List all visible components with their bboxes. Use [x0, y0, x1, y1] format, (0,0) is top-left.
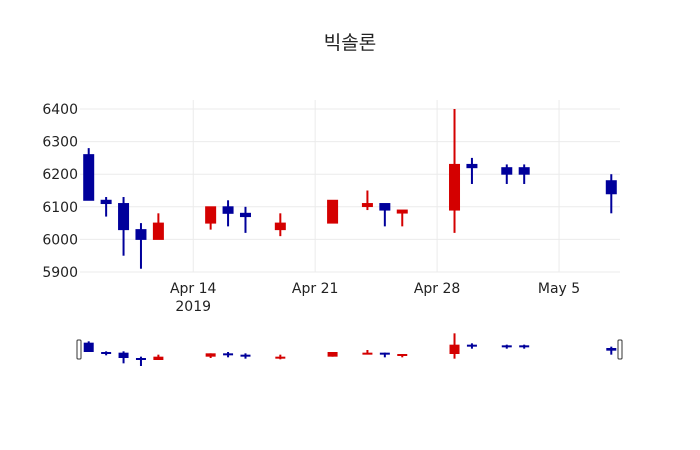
range-slider[interactable]	[76, 333, 623, 366]
candle[interactable]	[205, 206, 217, 230]
candle[interactable]	[449, 109, 461, 233]
candle[interactable]	[100, 197, 112, 217]
candle[interactable]	[274, 213, 286, 237]
candle[interactable]	[83, 148, 95, 201]
grid-lines	[80, 100, 620, 273]
x-tick-year-label: 2019	[175, 299, 211, 315]
x-tick-label: Apr 14	[170, 281, 217, 297]
candle[interactable]	[466, 157, 478, 184]
candle[interactable]	[135, 223, 147, 269]
y-tick-label: 6200	[42, 167, 78, 183]
y-tick-label: 6400	[42, 102, 78, 118]
candle[interactable]	[605, 174, 617, 214]
candle[interactable]	[396, 209, 408, 227]
y-tick-label: 6000	[42, 232, 78, 248]
candle[interactable]	[518, 164, 530, 184]
y-tick-label: 6100	[42, 200, 78, 216]
y-tick-label: 6300	[42, 135, 78, 151]
x-tick-label: Apr 28	[414, 281, 460, 297]
x-tick-label: Apr 21	[292, 281, 338, 297]
chart-title: 빅솔론	[323, 32, 377, 54]
candle[interactable]	[379, 203, 391, 227]
candle[interactable]	[361, 190, 373, 211]
y-axis-ticks: 5900 6000 6100 6200 6300 6400	[42, 102, 78, 281]
candle[interactable]	[239, 206, 251, 233]
candle[interactable]	[152, 213, 164, 240]
range-slider-right-handle[interactable]	[617, 339, 623, 360]
candle[interactable]	[222, 200, 234, 227]
x-axis-ticks: Apr 14 2019 Apr 21 Apr 28 May 5	[170, 281, 580, 315]
candles[interactable]	[83, 109, 617, 269]
range-slider-left-handle[interactable]	[76, 339, 82, 360]
x-tick-label: May 5	[538, 281, 580, 297]
candle[interactable]	[327, 199, 339, 224]
candle[interactable]	[118, 197, 130, 256]
candle[interactable]	[501, 164, 513, 184]
y-tick-label: 5900	[42, 265, 78, 281]
